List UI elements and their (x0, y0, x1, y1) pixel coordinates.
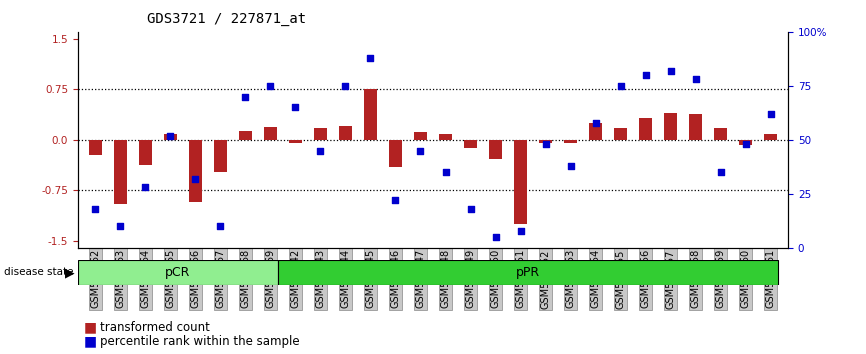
Point (214, 223, 228, 229)
Point (564, 163, 578, 169)
Text: disease state: disease state (4, 267, 74, 277)
Point (638, 72, 652, 78)
Bar (139, 140, 152, 165)
Point (739, 141, 753, 147)
Bar (638, 118, 652, 140)
Bar (313, 128, 327, 140)
Bar (589, 123, 603, 140)
Point (463, 206, 477, 212)
Bar (239, 131, 252, 140)
Point (364, 55, 378, 61)
Bar (288, 140, 302, 143)
Point (514, 228, 527, 233)
Bar (739, 140, 753, 144)
Point (614, 83, 628, 88)
Bar (364, 89, 378, 140)
Point (339, 83, 352, 88)
Bar (564, 140, 578, 143)
Point (189, 176, 203, 182)
Point (164, 133, 178, 138)
Bar (214, 140, 228, 172)
Text: ■: ■ (84, 320, 97, 335)
Point (539, 141, 553, 147)
Point (714, 170, 727, 175)
Point (113, 223, 127, 229)
Point (139, 184, 152, 190)
Bar (414, 132, 428, 140)
Bar (539, 140, 553, 143)
Bar (389, 140, 403, 167)
Bar (164, 135, 178, 140)
Point (663, 68, 677, 74)
Point (438, 170, 452, 175)
Text: ▶: ▶ (65, 267, 74, 279)
Bar (714, 128, 727, 140)
Point (263, 83, 277, 88)
Text: GDS3721 / 227871_at: GDS3721 / 227871_at (147, 12, 307, 27)
Bar (438, 135, 452, 140)
Bar (764, 135, 778, 140)
Bar (339, 126, 352, 140)
Bar (189, 140, 203, 202)
Bar (514, 140, 527, 224)
Bar (263, 127, 277, 140)
Bar (688, 114, 702, 140)
Bar (78, 260, 278, 285)
Point (764, 111, 778, 117)
Point (488, 234, 502, 240)
Point (414, 148, 428, 154)
Point (589, 120, 603, 125)
Point (288, 104, 302, 110)
Text: ■: ■ (84, 335, 97, 349)
Bar (663, 113, 677, 140)
Point (313, 148, 327, 154)
Bar (614, 128, 627, 140)
Bar (463, 140, 477, 148)
Bar (113, 140, 127, 204)
Text: pPR: pPR (516, 266, 540, 279)
Point (238, 94, 252, 99)
Text: transformed count: transformed count (100, 321, 210, 334)
Point (688, 76, 702, 82)
Point (389, 198, 403, 203)
Bar (278, 260, 778, 285)
Point (88, 206, 102, 212)
Bar (488, 140, 502, 159)
Text: percentile rank within the sample: percentile rank within the sample (100, 335, 300, 348)
Bar (88, 140, 102, 155)
Text: pCR: pCR (165, 266, 191, 279)
